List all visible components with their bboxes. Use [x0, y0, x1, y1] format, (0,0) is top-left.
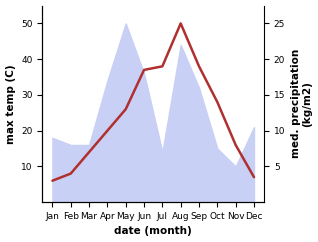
- Y-axis label: med. precipitation
(kg/m2): med. precipitation (kg/m2): [291, 49, 313, 159]
- X-axis label: date (month): date (month): [114, 227, 192, 236]
- Y-axis label: max temp (C): max temp (C): [5, 64, 16, 144]
